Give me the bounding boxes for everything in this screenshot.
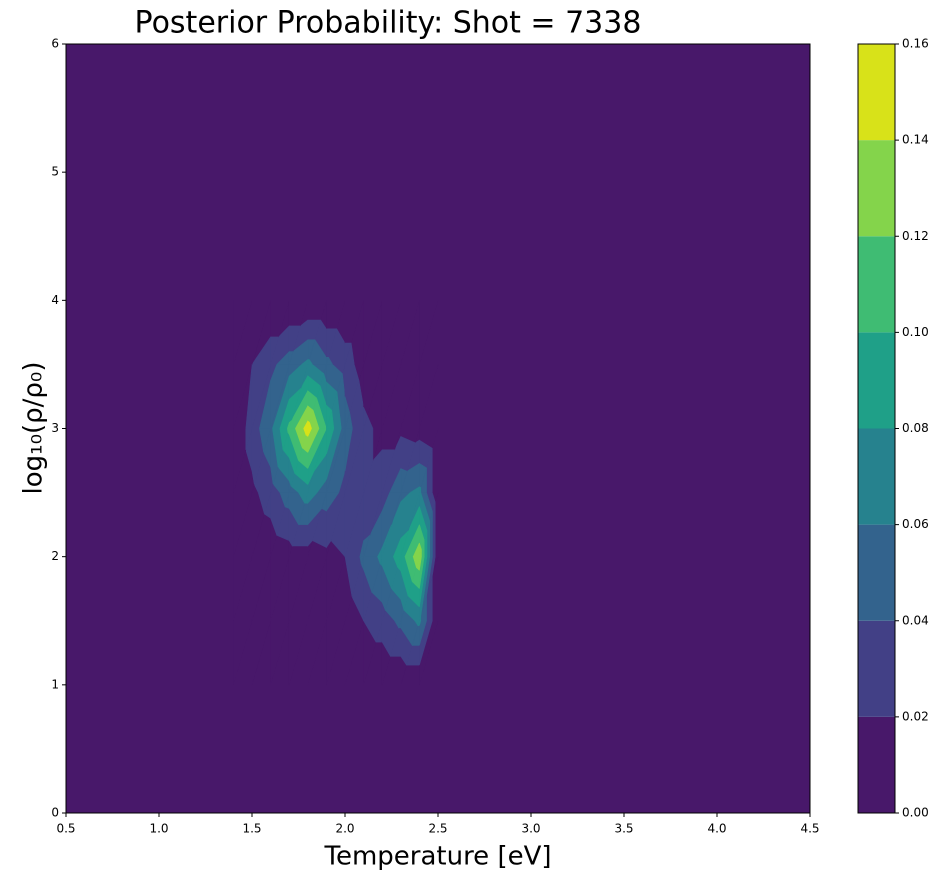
contour-band <box>307 359 310 365</box>
contour-band <box>434 492 439 557</box>
contour-band <box>381 300 402 365</box>
contour-band <box>288 419 293 429</box>
colorbar-tick-label: 0.08 <box>902 421 929 435</box>
colorbar-tick-label: 0.06 <box>902 517 929 531</box>
colorbar-band <box>858 236 895 333</box>
colorbar-band <box>858 620 895 717</box>
y-tick-label: 6 <box>51 37 59 51</box>
x-tick-label: 4.0 <box>707 822 726 836</box>
colorbar-tick-label: 0.16 <box>902 37 929 51</box>
y-tick-label: 0 <box>51 806 59 820</box>
y-tick-label: 3 <box>51 421 59 435</box>
colorbar-tick-label: 0.00 <box>902 806 929 820</box>
contour-band <box>400 530 409 557</box>
contour-band <box>233 300 253 365</box>
contour-band <box>381 449 395 493</box>
contour-band <box>363 407 368 429</box>
y-tick-label: 2 <box>51 549 59 563</box>
contour-band <box>419 300 439 365</box>
contour-fills <box>233 300 439 686</box>
colorbar-band <box>858 716 895 813</box>
colorbar-tick-label: 0.10 <box>902 325 929 339</box>
x-tick-label: 2.5 <box>428 822 447 836</box>
contour-band <box>270 336 279 365</box>
colorbar-band <box>858 44 895 141</box>
colorbar-tick-label: 0.02 <box>902 709 929 723</box>
chart-title: Posterior Probability: Shot = 7338 <box>135 6 642 41</box>
x-tick-label: 2.0 <box>335 822 354 836</box>
contour-band <box>288 351 294 365</box>
colorbar-tick-label: 0.14 <box>902 133 929 147</box>
contour-band <box>344 342 352 365</box>
contour-band <box>363 300 383 365</box>
colorbar-band <box>858 524 895 621</box>
y-axis-label: log₁₀(ρ/ρ₀) <box>19 362 49 495</box>
y-tick-label: 1 <box>51 677 59 691</box>
contour-band <box>381 524 392 557</box>
contour-band <box>307 420 310 429</box>
colorbar-band <box>858 332 895 429</box>
contour-band <box>419 542 422 557</box>
contour-band <box>419 486 422 493</box>
contour-band <box>400 300 420 365</box>
contour-band <box>326 404 333 429</box>
colorbar-band <box>858 140 895 237</box>
y-tick-label: 4 <box>51 293 59 307</box>
contour-band <box>400 468 408 493</box>
x-tick-label: 4.5 <box>800 822 819 836</box>
y-tick-label: 5 <box>51 165 59 179</box>
colorbar-band <box>858 428 895 525</box>
colorbar-tick-label: 0.04 <box>902 613 929 627</box>
colorbar-tick-label: 0.12 <box>902 229 929 243</box>
x-tick-label: 0.5 <box>56 822 75 836</box>
x-tick-label: 3.0 <box>521 822 540 836</box>
contour-band <box>344 396 350 429</box>
contour-band <box>251 300 271 365</box>
contour-band <box>326 356 329 365</box>
x-tick-label: 1.0 <box>149 822 168 836</box>
contour-band <box>363 534 371 557</box>
x-tick-label: 3.5 <box>614 822 633 836</box>
x-tick-label: 1.5 <box>242 822 261 836</box>
x-axis-label: Temperature [eV] <box>323 842 551 872</box>
